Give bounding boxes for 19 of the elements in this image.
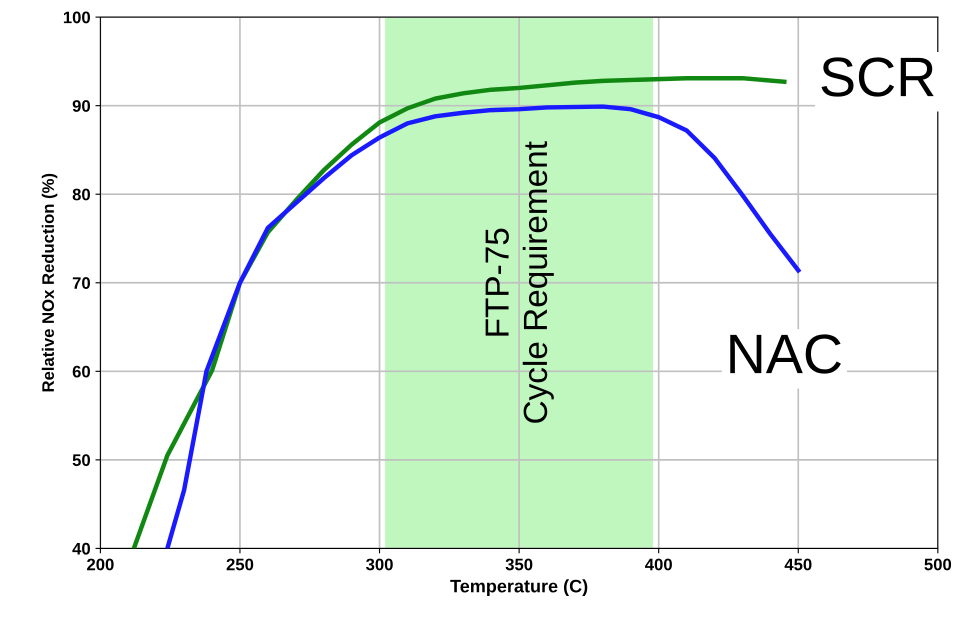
y-tick-label: 50 [72,454,90,466]
x-tick-label: 400 [645,558,672,570]
x-tick-label: 350 [506,558,532,570]
x-tick-label: 200 [87,558,114,570]
x-tick-label: 250 [226,558,254,570]
y-tick-label: 60 [72,366,90,378]
x-tick-label: 300 [366,558,393,570]
x-tick-label: 450 [784,558,812,570]
series-label: SCR [822,57,934,97]
band-label: FTP-75 Cycle Requirement [486,141,554,423]
y-axis-title: Relative NOx Reduction (%) [42,174,58,392]
y-tick-label: 100 [64,12,90,24]
x-axis-title: Temperature (C) [450,579,588,596]
x-tick-label: 500 [924,558,952,570]
y-tick-label: 40 [72,542,90,555]
y-tick-label: 70 [72,277,90,289]
series-label: NAC [730,334,841,374]
y-tick-label: 80 [72,188,90,200]
y-tick-label: 90 [72,100,90,112]
